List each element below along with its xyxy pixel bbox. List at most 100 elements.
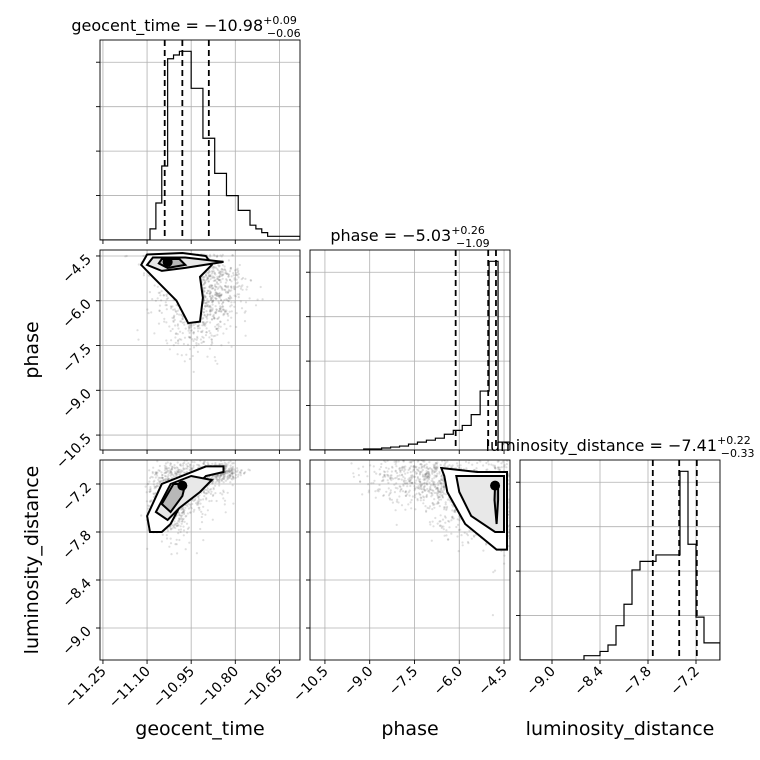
sample-point [190, 507, 193, 510]
sample-point [229, 268, 232, 271]
sample-point [395, 482, 398, 485]
sample-point [226, 299, 229, 302]
sample-point [165, 308, 168, 311]
sample-point [167, 477, 170, 481]
sample-point [389, 477, 392, 480]
sample-point [221, 253, 224, 256]
sample-point [161, 476, 164, 479]
sample-point [420, 487, 423, 490]
sample-point [232, 272, 235, 275]
sample-point [220, 293, 223, 296]
sample-point [233, 277, 236, 280]
sample-point [408, 481, 411, 484]
sample-point [224, 270, 227, 273]
sample-point [244, 277, 247, 280]
sample-point [212, 253, 215, 256]
sample-point [435, 466, 439, 469]
sample-point [148, 505, 151, 508]
sample-point [219, 294, 222, 297]
sample-point [414, 466, 417, 469]
sample-point [207, 490, 210, 493]
sample-point [191, 467, 194, 471]
sample-point [216, 294, 219, 297]
sample-point [169, 471, 172, 474]
sample-point [188, 336, 191, 339]
sample-point [214, 359, 217, 362]
sample-point [168, 477, 171, 480]
sample-point [174, 472, 177, 475]
sample-point [417, 478, 420, 481]
sample-point [423, 482, 426, 485]
sample-point [226, 463, 229, 466]
sample-point [498, 468, 501, 471]
sample-point [179, 464, 182, 467]
sample-point [404, 490, 407, 493]
sample-point [416, 487, 419, 490]
sample-point [224, 467, 227, 470]
sample-point [211, 301, 214, 304]
sample-point [225, 298, 228, 301]
sample-point [182, 508, 185, 511]
sample-point [178, 514, 182, 517]
sample-point [433, 467, 436, 470]
sample-point [373, 479, 376, 482]
sample-point [215, 310, 218, 313]
sample-point [486, 468, 489, 471]
sample-point [175, 472, 178, 475]
sample-point [438, 490, 441, 493]
sample-point [236, 271, 240, 274]
sample-point [400, 504, 404, 507]
sample-point [208, 336, 211, 339]
sample-point [124, 255, 127, 258]
sample-point [390, 470, 393, 473]
sample-point [175, 473, 178, 476]
sample-point [218, 484, 221, 487]
sample-point [232, 274, 235, 277]
sample-point [153, 284, 156, 287]
sample-point [206, 313, 209, 316]
sample-point [424, 472, 428, 475]
sample-point [209, 291, 212, 294]
sample-point [227, 474, 230, 477]
sample-point [421, 468, 424, 472]
sample-point [177, 519, 181, 522]
sample-point [436, 489, 440, 492]
sample-point [389, 489, 392, 492]
sample-point [402, 484, 405, 487]
sample-point [181, 511, 184, 514]
sample-point [234, 470, 237, 473]
sample-point [186, 467, 189, 470]
sample-point [180, 313, 183, 316]
sample-point [193, 499, 197, 502]
sample-point [503, 465, 506, 468]
sample-point [214, 288, 217, 291]
sample-point [218, 278, 221, 281]
sample-point [425, 476, 428, 479]
sample-point [187, 462, 190, 465]
sample-point [177, 468, 180, 471]
sample-point [192, 339, 195, 343]
contour-phase-vs-luminosity_distance-layer [350, 460, 510, 617]
sample-point [408, 467, 411, 470]
sample-point [169, 464, 172, 467]
sample-point [230, 345, 233, 348]
sample-point [148, 480, 151, 483]
sample-point [170, 468, 173, 471]
sample-point [501, 460, 504, 463]
sample-point [173, 308, 176, 311]
sample-point [378, 483, 381, 487]
sample-point [427, 476, 430, 479]
sample-point [434, 464, 437, 467]
sample-point [372, 481, 375, 485]
sample-point [243, 311, 246, 314]
sample-point [425, 495, 428, 498]
sample-point [231, 474, 234, 477]
sample-point [417, 468, 420, 471]
sample-point [170, 471, 173, 474]
sample-point [427, 490, 430, 493]
sample-point [395, 476, 398, 479]
sample-point [178, 338, 181, 341]
sample-point [169, 528, 173, 531]
sample-point [228, 278, 232, 281]
sample-point [443, 488, 446, 491]
